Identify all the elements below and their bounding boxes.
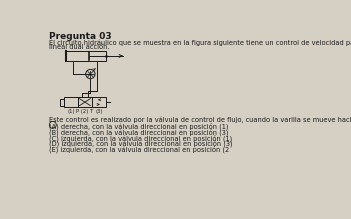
Text: Este control es realizado por la válvula de control de flujo, cuando la varilla : Este control es realizado por la válvula… [49,116,351,123]
Text: lineal dual acción.: lineal dual acción. [49,44,110,50]
Text: (C) izquierda, con la válvula direccional en posición (1): (C) izquierda, con la válvula direcciona… [49,134,233,141]
Text: El circuito hidráulico que se muestra en la figura siguiente tiene un control de: El circuito hidráulico que se muestra en… [49,39,351,46]
Bar [60,99,64,106]
Text: (A) derecha, con la válvula direccional en posición (1): (A) derecha, con la válvula direccional … [49,122,229,130]
Text: (1): (1) [67,109,75,114]
Bar [92,97,106,107]
Bar [64,97,78,107]
Text: Pregunta 03: Pregunta 03 [49,32,112,41]
Text: (E) izquierda, con la válvula direccional en posición (2: (E) izquierda, con la válvula direcciona… [49,146,230,153]
Text: P (2) T: P (2) T [76,109,94,114]
Bar [78,97,92,107]
Bar [66,51,106,61]
Text: (D) izquierda, con la válvula direccional en posición (3): (D) izquierda, con la válvula direcciona… [49,140,233,147]
Text: (B) derecha, con la válvula direccional en posición (3): (B) derecha, con la válvula direccional … [49,128,229,136]
Text: (3): (3) [95,109,102,114]
